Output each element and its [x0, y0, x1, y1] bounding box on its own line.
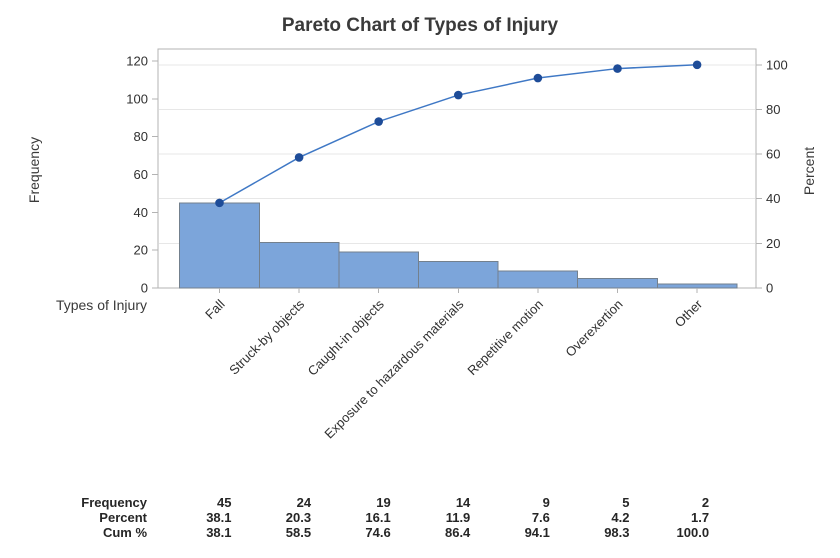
table-cell: 4.2	[611, 510, 629, 525]
bar-2	[338, 251, 419, 289]
table-cell: 19	[376, 495, 390, 510]
cumulative-marker	[374, 117, 384, 126]
left-axis-title: Frequency	[26, 137, 42, 203]
x-axis-title: Types of Injury	[56, 297, 147, 313]
right-axis-tick-label: 0	[766, 281, 773, 296]
category-label: Overexertion	[562, 297, 625, 360]
category-label: Fall	[202, 296, 227, 321]
summary-table: Frequency 45 24 19 14 9 5 2 Percent 38.1 20.3 16.1 1…	[81, 495, 709, 540]
left-axis-tick-label: 80	[134, 129, 148, 144]
category-label: Struck-by objects	[226, 296, 307, 377]
table-cell: 11.9	[446, 510, 471, 525]
right-axis-tick-label: 40	[766, 191, 780, 206]
cumulative-marker	[692, 60, 702, 70]
table-row-label: Cum %	[103, 525, 148, 540]
table-cell: 86.4	[445, 525, 471, 540]
plot-area: 0 20 40 60 80 100 120 0 20 40 60 80 100 FallStruck-by…	[126, 48, 788, 442]
table-cell: 5	[622, 495, 629, 510]
left-axis-tick-label: 60	[134, 167, 148, 182]
bar-0	[179, 202, 260, 289]
bar-3	[418, 261, 499, 289]
table-cell: 58.5	[286, 525, 311, 540]
bar-5	[577, 278, 658, 289]
left-axis-tick-label: 40	[134, 205, 148, 220]
table-cell: 20.3	[286, 510, 311, 525]
bar-1	[258, 242, 340, 289]
right-axis-tick-label: 20	[766, 236, 780, 251]
chart-title: Pareto Chart of Types of Injury	[282, 15, 559, 36]
right-axis-tick-label: 60	[766, 147, 780, 162]
table-cell: 7.6	[532, 510, 550, 525]
cumulative-marker	[533, 73, 543, 83]
table-cell: 16.1	[365, 510, 390, 525]
left-axis-tick-label: 100	[126, 91, 148, 106]
right-axis-title: Percent	[801, 147, 817, 195]
table-cell: 24	[297, 495, 312, 510]
left-axis-tick-label: 120	[126, 54, 148, 69]
table-cell: 94.1	[525, 525, 550, 540]
category-label: Other	[672, 296, 706, 330]
table-cell: 2	[702, 495, 709, 510]
table-cell: 74.6	[365, 525, 390, 540]
cumulative-line	[219, 64, 698, 204]
cumulative-marker	[294, 153, 304, 162]
left-axis-tick-label: 0	[141, 281, 148, 296]
right-axis-tick-label: 100	[766, 57, 788, 72]
right-axis-tick-label: 80	[766, 102, 780, 117]
table-row-label: Percent	[99, 510, 147, 525]
table-cell: 9	[543, 495, 550, 510]
bar-4	[497, 270, 579, 289]
category-label: Repetitive motion	[464, 297, 546, 379]
table-cell: 45	[217, 495, 231, 510]
table-cell: 100.0	[677, 525, 710, 540]
table-cell: 98.3	[604, 525, 629, 540]
category-label: Caught-in objects	[305, 296, 387, 378]
left-axis-tick-label: 20	[134, 243, 148, 258]
table-cell: 38.1	[206, 525, 231, 540]
category-label: Exposure to hazardous materials	[321, 296, 466, 441]
cumulative-marker	[613, 64, 622, 73]
table-row-label: Frequency	[81, 495, 148, 510]
cumulative-marker	[215, 198, 224, 208]
table-cell: 38.1	[206, 510, 231, 525]
cumulative-marker	[454, 90, 463, 100]
table-cell: 1.7	[691, 510, 709, 525]
table-cell: 14	[456, 495, 471, 510]
bar-6	[656, 283, 738, 289]
